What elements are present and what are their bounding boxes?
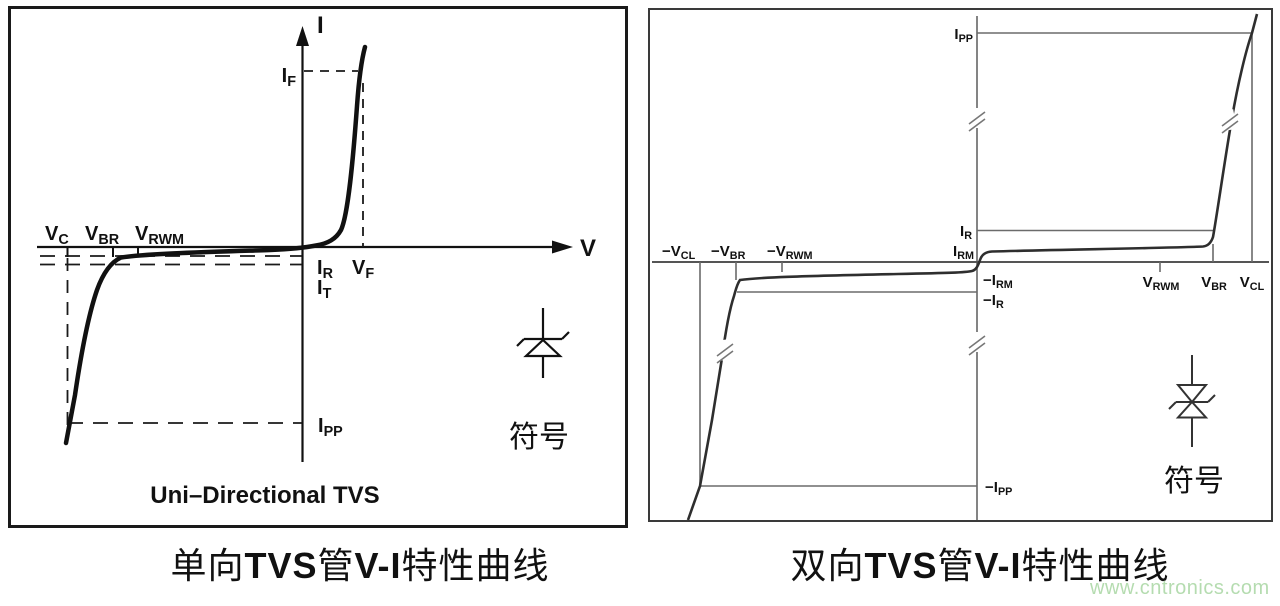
y-axis-label: I (317, 12, 324, 39)
symbol-caption: 符号 (1164, 465, 1224, 498)
unidirectional-tvs-symbol-icon (516, 308, 570, 378)
bidirectional-tvs-symbol-icon (1168, 355, 1216, 447)
x-axis-arrow-icon (552, 240, 573, 254)
caption-part: V-I (974, 545, 1022, 586)
caption-part: 双向 (790, 546, 865, 586)
caption-part: TVS (864, 545, 938, 586)
y-axis-arrow-icon (296, 26, 309, 46)
vi-curve (63, 44, 368, 446)
symbol-caption: 符号 (509, 421, 569, 454)
bidirectional-tvs-diagram: IPP IR IRM −IRM −IR −IPP −VCL −VBR −VRWM… (648, 8, 1273, 522)
right-caption: 双向TVS管V-I特性曲线 (760, 537, 1200, 589)
dashed-guides (40, 70, 364, 437)
caption-part: 特性曲线 (1021, 546, 1170, 586)
diagram-title: Uni–Directional TVS (150, 482, 379, 509)
caption-part: V-I (354, 545, 402, 586)
bidirectional-tvs-panel: IPP IR IRM −IRM −IR −IPP −VCL −VBR −VRWM… (648, 8, 1273, 522)
caption-part: 单向 (170, 546, 245, 586)
caption-part: 管 (937, 546, 975, 586)
x-axis-label: V (580, 235, 596, 262)
vrwm-label: VRWM (1143, 274, 1180, 293)
caption-part: TVS (244, 545, 318, 586)
panel-border (648, 8, 1273, 522)
caption-part: 管 (317, 546, 355, 586)
unidirectional-tvs-panel: I V IF VF VC VBR VRWM IR IT IPP Uni–Dire… (8, 6, 628, 528)
unidirectional-tvs-diagram: I V IF VF VC VBR VRWM IR IT IPP Uni–Dire… (8, 6, 628, 528)
vi-curve (686, 13, 1259, 521)
guide-lines (699, 32, 1253, 487)
panel-border (8, 6, 628, 528)
left-caption: 单向TVS管V-I特性曲线 (130, 537, 590, 589)
watermark: www.cntronics.com (1090, 577, 1270, 599)
break-marks (716, 108, 1239, 364)
caption-part: 特性曲线 (401, 546, 550, 586)
